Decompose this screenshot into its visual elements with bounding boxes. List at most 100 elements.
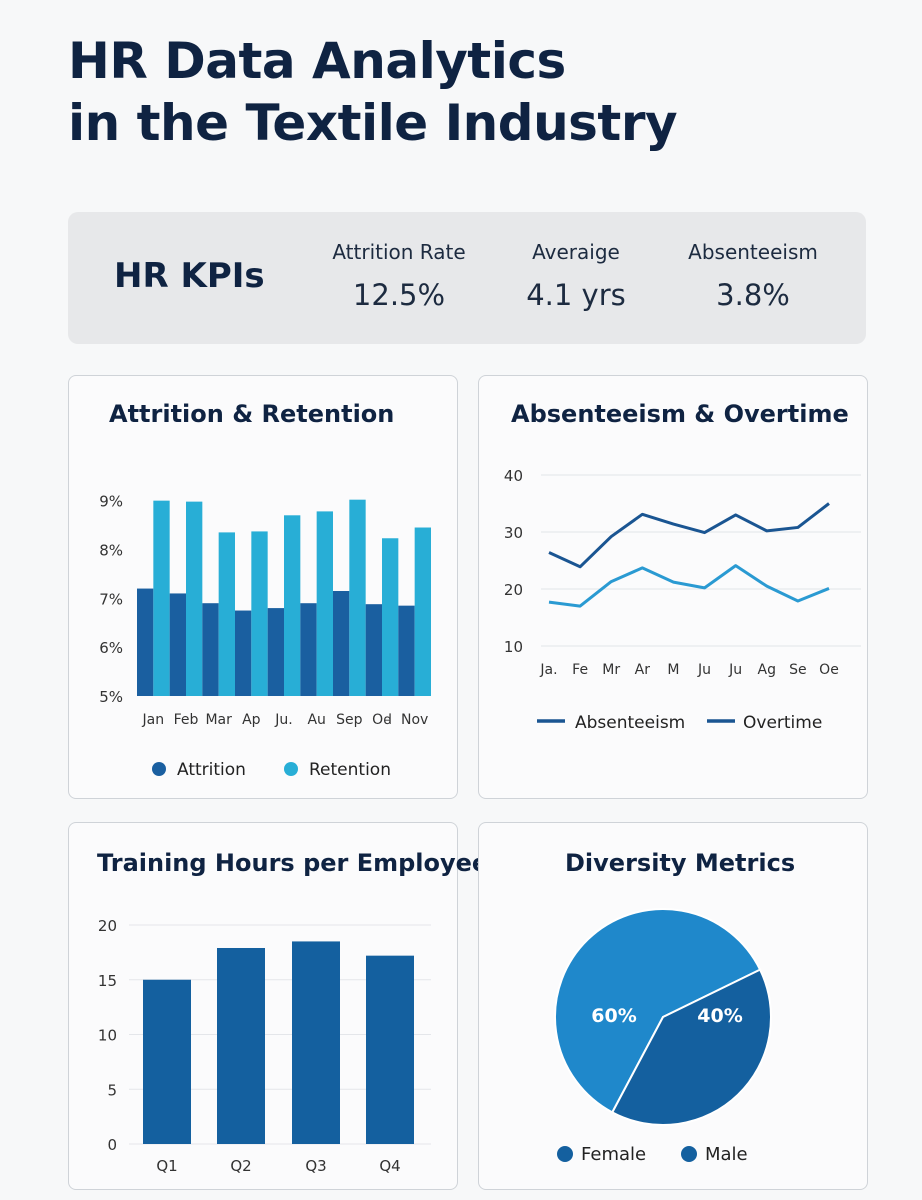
chart-title: Training Hours per Employee bbox=[97, 849, 489, 877]
male-pct-label: 40% bbox=[697, 1005, 742, 1027]
y-tick-label: 15 bbox=[98, 972, 117, 990]
x-tick-label: Feb bbox=[174, 712, 199, 728]
retention-bar bbox=[382, 538, 399, 696]
y-tick-label: 5% bbox=[99, 688, 123, 706]
title-line-1: HR Data Analytics bbox=[68, 32, 566, 90]
absenteeism-line bbox=[548, 564, 830, 608]
training-bar bbox=[217, 947, 265, 1144]
training-bar bbox=[143, 979, 191, 1144]
retention-bar bbox=[251, 531, 268, 696]
attrition-legend-swatch bbox=[152, 762, 166, 776]
retention-bar bbox=[349, 499, 366, 696]
x-tick-label: Au bbox=[307, 712, 325, 728]
kpi-average: Averaige 4.1 yrs bbox=[491, 240, 661, 312]
male-slice bbox=[610, 968, 772, 1126]
female-pct-label: 60% bbox=[591, 1005, 636, 1027]
kpi-value: 3.8% bbox=[716, 278, 790, 312]
training-hours-card: Training Hours per Employee 20 15 10 5 0 Q1 Q2… bbox=[68, 822, 488, 1190]
attrition-bar bbox=[365, 604, 382, 696]
attrition-bar bbox=[267, 608, 284, 696]
retention-bar bbox=[186, 501, 203, 696]
y-tick-label: 8% bbox=[99, 541, 123, 559]
y-tick-label: 0 bbox=[107, 1136, 117, 1154]
attrition-bar bbox=[137, 588, 154, 696]
female-slice bbox=[554, 908, 762, 1114]
retention-legend-swatch bbox=[284, 762, 298, 776]
x-tick-label: Oꟈ bbox=[372, 712, 392, 728]
x-tick-label: Q2 bbox=[230, 1157, 251, 1175]
x-tick-label: Q3 bbox=[305, 1157, 326, 1175]
diversity-metrics-card: Diversity Metrics 60% 40% Female Male bbox=[478, 822, 868, 1190]
y-tick-label: 30 bbox=[504, 524, 523, 542]
retention-bar bbox=[414, 527, 431, 696]
page-title: HR Data Analytics in the Textile Industr… bbox=[68, 30, 678, 154]
absenteeism-legend-label: Absenteeism bbox=[575, 713, 685, 733]
retention-bar bbox=[153, 500, 170, 696]
overtime-line bbox=[548, 502, 830, 569]
x-tick-label: Ag bbox=[758, 662, 776, 678]
attrition-retention-chart: 9% 8% 7% 6% 5% Jan Feb Mar Ap Ju. Au Sep Oꟈ Nov Attrit… bbox=[99, 493, 431, 780]
retention-bar bbox=[284, 515, 301, 696]
y-tick-label: 5 bbox=[107, 1081, 117, 1099]
x-tick-label: Ju bbox=[728, 662, 742, 678]
attrition-bar bbox=[202, 603, 219, 696]
x-tick-label: Ja. bbox=[539, 662, 557, 678]
retention-legend-label: Retention bbox=[309, 760, 391, 780]
attrition-legend-label: Attrition bbox=[177, 760, 246, 780]
x-tick-label: Nov bbox=[401, 712, 428, 728]
training-bar bbox=[292, 941, 340, 1144]
y-tick-label: 10 bbox=[504, 638, 523, 656]
attrition-retention-card: Attrition & Retention 9% 8% 7% 6% 5% Jan Feb Ma… bbox=[68, 375, 458, 799]
kpi-heading: HR KPIs bbox=[114, 256, 265, 296]
attrition-bar bbox=[169, 593, 186, 696]
chart-title: Absenteeism & Overtime bbox=[511, 400, 849, 428]
female-legend-swatch bbox=[557, 1146, 573, 1162]
kpi-panel: HR KPIs Attrition Rate 12.5% Averaige 4.… bbox=[68, 212, 866, 344]
attrition-bar bbox=[235, 610, 252, 696]
attrition-bar bbox=[300, 603, 317, 696]
y-tick-label: 6% bbox=[99, 639, 123, 657]
overtime-legend-label: Overtime bbox=[743, 713, 822, 733]
x-tick-label: Jan bbox=[142, 712, 165, 728]
x-tick-label: Q1 bbox=[156, 1157, 177, 1175]
kpi-value: 12.5% bbox=[352, 278, 446, 312]
x-tick-label: M bbox=[667, 662, 679, 678]
chart-title: Attrition & Retention bbox=[109, 400, 395, 428]
training-hours-chart: 20 15 10 5 0 Q1 Q2 Q3 Q4 bbox=[98, 917, 431, 1175]
x-tick-label: Ju bbox=[697, 662, 711, 678]
y-tick-label: 7% bbox=[99, 590, 123, 608]
y-tick-label: 20 bbox=[98, 917, 117, 935]
kpi-label: Averaige bbox=[532, 240, 620, 264]
kpi-attrition: Attrition Rate 12.5% bbox=[314, 240, 484, 312]
male-legend-swatch bbox=[681, 1146, 697, 1162]
kpi-absenteeism: Absenteeism 3.8% bbox=[668, 240, 838, 312]
y-tick-label: 40 bbox=[504, 467, 523, 485]
title-line-2: in the Textile Industry bbox=[68, 94, 678, 152]
attrition-bar bbox=[398, 605, 415, 696]
kpi-value: 4.1 yrs bbox=[526, 278, 626, 312]
chart-title: Diversity Metrics bbox=[565, 849, 796, 877]
x-tick-label: Sep bbox=[336, 712, 363, 728]
female-legend-label: Female bbox=[581, 1144, 646, 1165]
attrition-bar bbox=[333, 591, 350, 696]
kpi-label: Absenteeism bbox=[688, 240, 818, 264]
x-tick-label: Se bbox=[789, 662, 807, 678]
retention-bar bbox=[218, 532, 235, 696]
x-tick-label: Oe bbox=[819, 662, 839, 678]
x-tick-label: Mar bbox=[205, 712, 232, 728]
male-legend-label: Male bbox=[705, 1144, 748, 1165]
absenteeism-overtime-chart: 40 30 20 10 Ja. Fe Mr Ar M Ju Ju Ag Se Oe Absenteeism O… bbox=[504, 467, 861, 733]
diversity-pie-chart: 60% 40% Female Male bbox=[554, 908, 772, 1165]
y-tick-label: 20 bbox=[504, 581, 523, 599]
x-tick-label: Mr bbox=[602, 662, 620, 678]
x-tick-label: Fe bbox=[572, 662, 588, 678]
y-tick-label: 10 bbox=[98, 1027, 117, 1045]
x-tick-label: Ar bbox=[635, 662, 651, 678]
x-tick-label: Q4 bbox=[379, 1157, 400, 1175]
retention-bar bbox=[316, 511, 333, 696]
absenteeism-overtime-card: Absenteeism & Overtime 40 30 20 10 Ja. Fe Mr Ar… bbox=[478, 375, 868, 799]
kpi-label: Attrition Rate bbox=[332, 240, 466, 264]
y-tick-label: 9% bbox=[99, 493, 123, 511]
training-bar bbox=[366, 955, 414, 1144]
x-tick-label: Ju. bbox=[274, 712, 292, 728]
